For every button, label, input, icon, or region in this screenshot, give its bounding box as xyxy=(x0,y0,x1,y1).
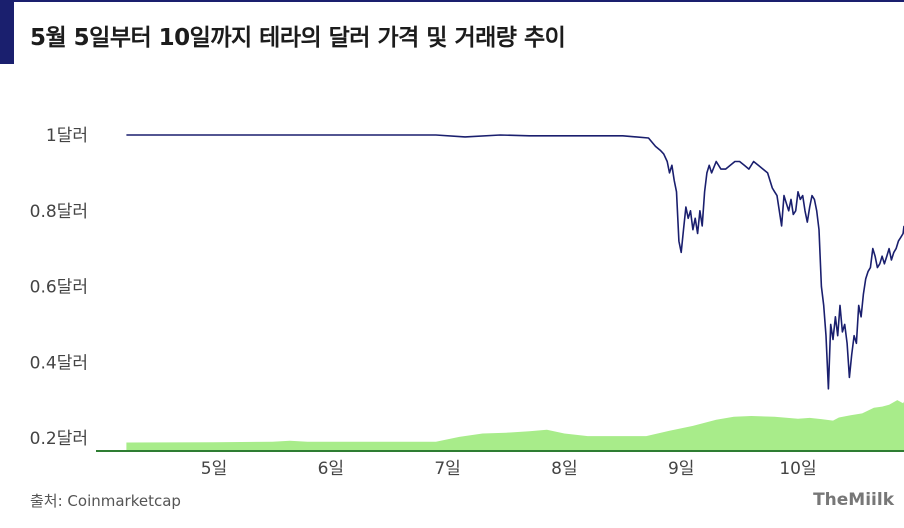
x-tick-label: 10일 xyxy=(779,459,816,479)
x-axis-ticks: 5일 6일 7일 8일 9일 10일 xyxy=(201,459,817,479)
top-border-line xyxy=(0,0,904,2)
volume-area xyxy=(126,400,904,451)
volume-layer xyxy=(96,400,904,452)
x-tick-label: 7일 xyxy=(434,459,460,479)
y-axis-ticks: 1달러 0.8달러 0.6달러 0.4달러 0.2달러 xyxy=(30,126,88,449)
price-line xyxy=(126,134,904,390)
x-tick-label: 5일 xyxy=(201,459,227,479)
chart-title: 5월 5일부터 10일까지 테라의 달러 가격 및 거래량 추이 xyxy=(30,25,566,51)
y-tick-label: 1달러 xyxy=(46,126,88,146)
source-note: 출처: Coinmarketcap xyxy=(30,492,181,510)
x-tick-label: 6일 xyxy=(318,459,344,479)
brand-logo: TheMiilk xyxy=(813,490,894,510)
y-tick-label: 0.2달러 xyxy=(30,429,88,449)
y-tick-label: 0.8달러 xyxy=(30,202,88,222)
y-tick-label: 0.4달러 xyxy=(30,353,88,373)
price-layer xyxy=(126,134,904,390)
y-tick-label: 0.6달러 xyxy=(30,278,88,298)
x-tick-label: 9일 xyxy=(668,459,694,479)
title-accent-bar xyxy=(0,0,14,64)
x-tick-label: 8일 xyxy=(551,459,577,479)
